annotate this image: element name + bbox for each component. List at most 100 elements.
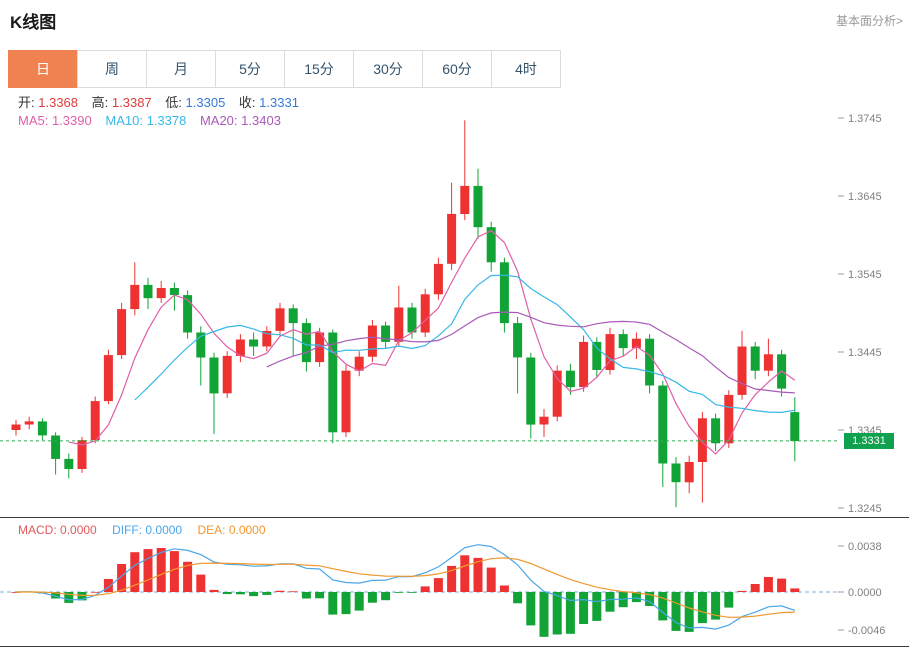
candle-body [592, 341, 602, 370]
candle-body [169, 288, 179, 295]
candle-body [103, 355, 113, 402]
ma5-line [68, 229, 796, 455]
candle-body [117, 309, 127, 356]
y-axis-label: 1.3645 [848, 191, 882, 203]
diff-value: 0.0000 [145, 523, 183, 537]
tab-day[interactable]: 日 [8, 50, 78, 88]
candle-body [605, 334, 615, 370]
tab-5min[interactable]: 5分 [215, 50, 285, 88]
macd-bar [513, 592, 523, 604]
candle-body [11, 424, 21, 430]
tab-30min[interactable]: 30分 [353, 50, 423, 88]
macd-bar [684, 592, 694, 632]
candle-body [671, 463, 681, 483]
high-value: 1.3387 [111, 95, 152, 110]
macd-bar [222, 592, 232, 594]
candle-body [301, 323, 311, 363]
macd-bar [552, 592, 562, 635]
page-title: K线图 [10, 13, 57, 32]
y-axis-label: 1.3745 [848, 113, 882, 125]
candle-body [724, 394, 734, 444]
ma10-value: 1.3378 [146, 113, 187, 128]
macd-bar [658, 592, 668, 621]
macd-bar [64, 592, 74, 603]
macd-bar [354, 592, 364, 611]
ma10-label: MA10: [105, 113, 143, 128]
open-label: 开: [18, 95, 35, 110]
macd-bar [447, 565, 457, 592]
open-value: 1.3368 [38, 95, 79, 110]
candle-body [51, 435, 61, 459]
macd-bar [671, 592, 681, 631]
candle-body [790, 412, 800, 441]
macd-bar [407, 592, 417, 593]
close-value: 1.3331 [259, 95, 299, 110]
macd-bar [143, 549, 153, 592]
macd-bar [420, 586, 430, 592]
current-price-tag: 1.3331 [844, 433, 894, 449]
macd-bar [750, 584, 760, 592]
macd-bar [697, 592, 707, 624]
macd-bar [486, 567, 496, 592]
candle-body [565, 370, 575, 388]
candle-body [631, 338, 641, 349]
dea-value: 0.0000 [228, 523, 266, 537]
dea-label: DEA: [197, 523, 226, 537]
macd-chart[interactable]: 0.0038 0.0000 -0.0046 [0, 518, 909, 646]
candle-body [288, 308, 298, 324]
tab-month[interactable]: 月 [146, 50, 216, 88]
y-axis-label: 1.3245 [848, 503, 882, 515]
macd-bar [235, 592, 245, 595]
tab-4hour[interactable]: 4时 [491, 50, 561, 88]
macd-bar [645, 592, 655, 606]
macd-bar [381, 592, 391, 601]
candle-body [658, 385, 668, 464]
macd-label: MACD: [18, 523, 57, 537]
macd-bar [460, 555, 470, 592]
macd-bar [11, 592, 21, 593]
candle-body [90, 401, 100, 441]
candle-body [697, 418, 707, 462]
macd-bar [579, 592, 589, 624]
candle-body [394, 307, 404, 342]
candle-body [499, 262, 509, 324]
macd-bar [196, 574, 206, 592]
macd-bar [763, 577, 773, 592]
macd-bar [777, 578, 787, 592]
ma20-label: MA20: [199, 113, 238, 128]
macd-bar [301, 592, 311, 599]
candle-body [222, 355, 232, 394]
macd-bar [249, 592, 259, 597]
fundamental-analysis-link[interactable]: 基本面分析> [835, 14, 903, 28]
diff-label: DIFF: [112, 523, 143, 537]
macd-bar [130, 552, 140, 592]
candle-body [473, 185, 483, 228]
y-axis-label: 1.3545 [848, 269, 882, 281]
interval-tabs: 日周月 5分 15分 30分 60分 4时 [8, 50, 561, 88]
candle-body [381, 325, 391, 342]
macd-bar [605, 592, 615, 612]
ma5-value: 1.3390 [51, 113, 92, 128]
macd-bar [169, 551, 179, 592]
candle-body [209, 357, 219, 394]
tab-15min[interactable]: 15分 [284, 50, 354, 88]
dea-line [15, 557, 795, 618]
tab-60min[interactable]: 60分 [422, 50, 492, 88]
high-label: 高: [91, 95, 109, 110]
candle-body [275, 308, 285, 331]
macd-axis-label: 0.0000 [848, 587, 882, 599]
candle-body [684, 462, 694, 483]
macd-bar [275, 590, 285, 592]
macd-value: 0.0000 [60, 523, 97, 537]
candle-body [763, 354, 773, 371]
candle-body [367, 325, 377, 357]
candle-body [235, 339, 245, 356]
candle-body [315, 332, 325, 363]
tab-week[interactable]: 周 [77, 50, 147, 88]
candle-body [407, 307, 417, 333]
ma-bar: MA5: 1.3390 MA10: 1.3378 MA20: 1.3403 [18, 113, 291, 128]
macd-axis-label: -0.0046 [848, 625, 885, 637]
candle-body [750, 346, 760, 371]
macd-bar [592, 592, 602, 621]
